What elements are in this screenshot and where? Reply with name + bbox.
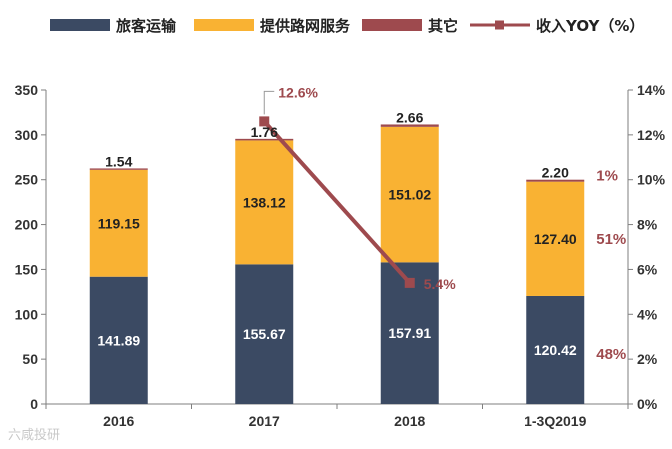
bar-1-3q2019-series-1 xyxy=(526,295,585,404)
y-right-tick-label: 12% xyxy=(637,127,666,143)
y-left-tick-label: 100 xyxy=(15,306,39,322)
y-left-tick-label: 350 xyxy=(15,82,39,98)
x-tick-label-2018: 2018 xyxy=(394,413,425,429)
share-label-1: 48% xyxy=(596,346,626,363)
legend-label-2: 提供路网服务 xyxy=(260,17,351,35)
legend-label-1: 旅客运输 xyxy=(116,17,177,35)
yoy-line-path xyxy=(262,120,412,285)
share-label-2: 51% xyxy=(596,231,626,248)
y-left-tick-label: 250 xyxy=(15,172,39,188)
data-label-2017-series-2: 138.12 xyxy=(243,194,286,210)
y-left-tick-label: 300 xyxy=(15,127,39,143)
y-left-tick-label: 200 xyxy=(15,217,39,233)
bar-2018-series-2 xyxy=(380,126,439,263)
data-label-1-3q2019-series-2: 127.40 xyxy=(534,231,577,247)
data-label-2017-series-1: 155.67 xyxy=(243,326,286,342)
y-right-tick-label: 4% xyxy=(637,306,658,322)
bar-2017-series-2 xyxy=(235,140,294,265)
bar-2016-series-3 xyxy=(89,168,148,170)
y-right-tick-label: 2% xyxy=(637,351,658,367)
axes: 0 50 100 150 200 250 300 350 0% 2% 4% 6% 8% 10% 12% 14%… xyxy=(15,82,666,429)
legend-swatch-1 xyxy=(50,19,110,31)
x-tick-label-1-3q2019: 1-3Q2019 xyxy=(524,413,586,429)
data-label-1-3q2019-series-1: 120.42 xyxy=(534,342,577,358)
y-right-tick-label: 8% xyxy=(637,217,658,233)
y-left-tick-label: 0 xyxy=(30,396,38,412)
y-right-tick-label: 14% xyxy=(637,82,666,98)
legend-label-line: 收入YOY（%） xyxy=(536,17,644,35)
yoy-label-2017: 12.6% xyxy=(278,84,318,100)
bar-2017-series-1 xyxy=(235,264,294,404)
data-label-2018-series-2: 151.02 xyxy=(388,187,431,203)
data-label-2017-series-3: 1.76 xyxy=(251,124,278,140)
legend-label-3: 其它 xyxy=(428,17,458,35)
yoy-line: 12.6% 5.4% xyxy=(259,84,456,292)
bar-2016-series-2 xyxy=(89,169,148,277)
y-right-tick-label: 10% xyxy=(637,172,666,188)
legend-swatch-2 xyxy=(194,19,254,31)
share-label-3: 1% xyxy=(596,168,618,185)
bar-1-3q2019-series-2 xyxy=(526,181,585,296)
yoy-leader-line xyxy=(263,90,275,115)
x-tick-label-2016: 2016 xyxy=(103,413,134,429)
legend-line-marker xyxy=(495,20,504,30)
data-label-2016-series-1: 141.89 xyxy=(97,332,140,348)
bar-2017-series-3 xyxy=(235,138,294,141)
data-label-2016-series-3: 1.54 xyxy=(105,153,132,169)
legend: 旅客运输 提供路网服务 其它 收入YOY（%） xyxy=(50,17,644,35)
x-tick-label-2017: 2017 xyxy=(249,413,280,429)
y-right-tick-label: 0% xyxy=(637,396,658,412)
yoy-marker-2018 xyxy=(404,277,415,288)
data-labels: 141.89 119.15 1.54 155.67 138.12 1.76 157.91 15… xyxy=(97,109,626,363)
yoy-label-2018: 5.4% xyxy=(424,276,456,292)
y-right-tick-label: 6% xyxy=(637,261,658,277)
y-left-tick-label: 50 xyxy=(22,351,38,367)
data-label-2016-series-2: 119.15 xyxy=(98,215,140,231)
y-left-tick-label: 150 xyxy=(15,261,39,277)
bar-2016-series-1 xyxy=(89,276,148,404)
yoy-marker-2017 xyxy=(259,116,270,127)
data-label-1-3q2019-series-3: 2.20 xyxy=(542,165,569,181)
watermark: 六咸投研 xyxy=(8,428,61,443)
bars xyxy=(89,124,585,404)
bar-2018-series-3 xyxy=(380,124,439,127)
legend-swatch-3 xyxy=(362,19,422,31)
data-label-2018-series-1: 157.91 xyxy=(388,325,431,341)
bar-1-3q2019-series-3 xyxy=(526,179,585,182)
data-label-2018-series-3: 2.66 xyxy=(396,109,423,125)
